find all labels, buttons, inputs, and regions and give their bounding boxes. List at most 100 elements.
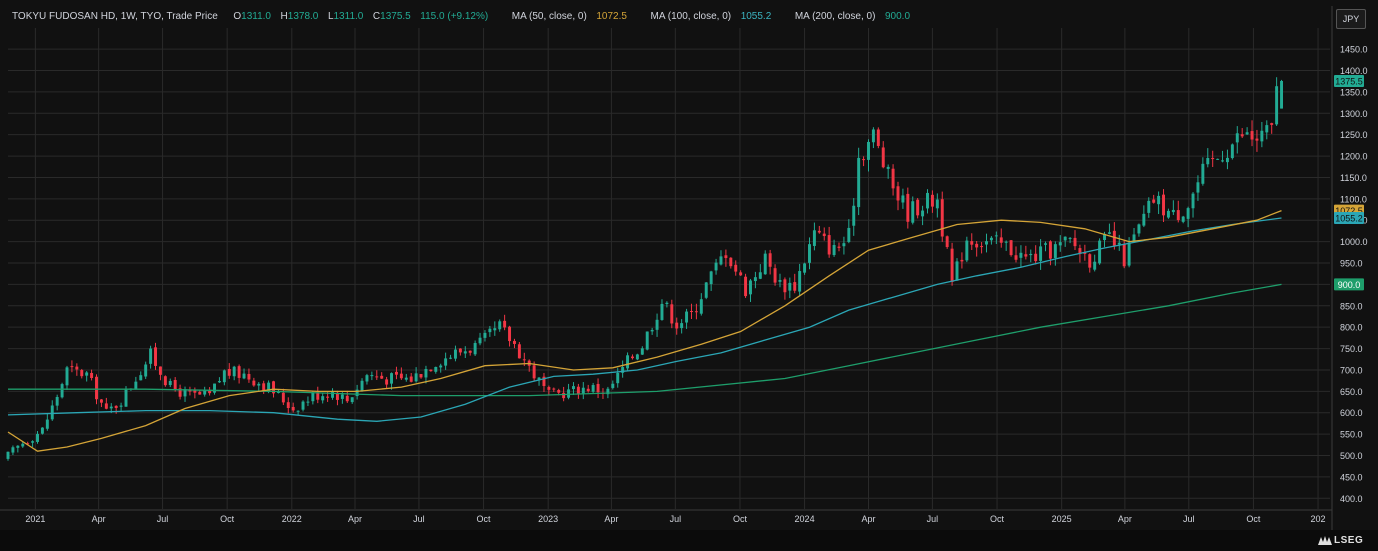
ma100-line [7,217,1282,422]
candle-body [213,383,216,393]
candle-body [768,253,772,267]
candle-body [1137,224,1141,234]
candle-body [1048,241,1052,259]
x-tick-label: 2022 [282,514,302,524]
candle-body [1122,244,1126,267]
candle-body [247,373,251,380]
candle-body [45,419,49,429]
candle-body [503,320,507,328]
candle-body [611,383,615,388]
candle-body [591,385,595,392]
candle-body [1058,242,1062,246]
candle-body [886,166,890,169]
candle-body [867,141,870,160]
legend-high-label: H [280,11,288,22]
currency-selector[interactable]: JPY [1336,9,1366,29]
candle-body [85,372,89,376]
candle-body [926,192,929,209]
footer-bar [0,530,1378,551]
ma50-line [7,209,1282,452]
candle-body [881,147,885,168]
lseg-mark-icon [1318,535,1332,545]
candle-body [714,262,718,271]
candle-body [512,340,516,344]
candle-body [311,392,315,402]
candle-body [586,388,590,392]
candle-body [930,194,934,207]
candle-body [896,186,900,201]
candle-body [773,268,777,283]
candle-body [16,445,20,448]
candle-body [1029,253,1033,256]
candle-body [989,237,993,241]
x-tick-label: 2024 [795,514,815,524]
candle-body [1191,193,1195,209]
candle-body [1034,253,1038,262]
last-value-tag [1334,278,1364,291]
candle-body [547,387,551,390]
x-tick-label: Apr [348,514,362,524]
candle-body [198,391,202,395]
candle-body [950,248,954,282]
candle-body [404,377,408,380]
y-tick-label: 950.0 [1340,259,1363,269]
candle-body [650,330,654,332]
x-tick-label: 202 [1311,514,1326,524]
candle-body [1063,236,1067,241]
candle-body [183,389,187,397]
y-tick-label: 400.0 [1340,494,1363,504]
candle-body [1004,241,1008,243]
candle-body [1019,252,1023,258]
candle-body [576,386,580,395]
candle-body [739,272,743,276]
candle-body [222,370,226,383]
candle-body [1230,144,1234,159]
x-tick-label: Oct [1246,514,1261,524]
candle-body [1265,125,1269,133]
candle-body [109,406,113,409]
candle-body [1147,200,1151,213]
candle-body [1103,233,1106,241]
candle-body [335,392,339,400]
candle-body [1132,234,1136,243]
candle-body [375,376,379,378]
candle-body [1073,237,1077,247]
candle-body [640,348,644,355]
candle-body [90,372,94,378]
last-value-label: 900.0 [1338,280,1361,290]
candle-body [719,256,723,265]
candle-body [675,322,679,329]
candle-body [154,347,157,366]
candle-body [321,396,325,401]
candle-body [394,371,398,375]
candle-body [1240,134,1244,137]
candle-body [444,358,448,366]
candle-body [616,372,620,384]
candle-body [50,405,54,420]
candle-body [690,311,693,313]
y-tick-label: 450.0 [1340,472,1363,482]
candle-body [439,365,443,368]
candle-body [498,321,502,330]
candle-body [291,406,295,411]
candle-body [1127,242,1131,266]
candle-body [11,447,15,453]
candle-body [685,311,689,323]
candle-body [999,237,1003,243]
candle-body [994,235,998,237]
candle-body [1176,210,1180,221]
legend-low-value: 1311.0 [333,11,364,22]
candle-body [1157,195,1161,205]
candle-body [370,375,374,377]
candle-body [424,368,428,378]
candle-body [788,282,792,291]
candle-body [532,365,536,379]
legend-open-label: O [233,11,242,22]
candle-body [1211,157,1215,160]
legend-low-label: L [327,11,334,22]
candle-body [1216,158,1220,160]
candle-body [163,376,167,386]
y-tick-label: 1400.0 [1340,66,1368,76]
candle-body [704,282,708,298]
